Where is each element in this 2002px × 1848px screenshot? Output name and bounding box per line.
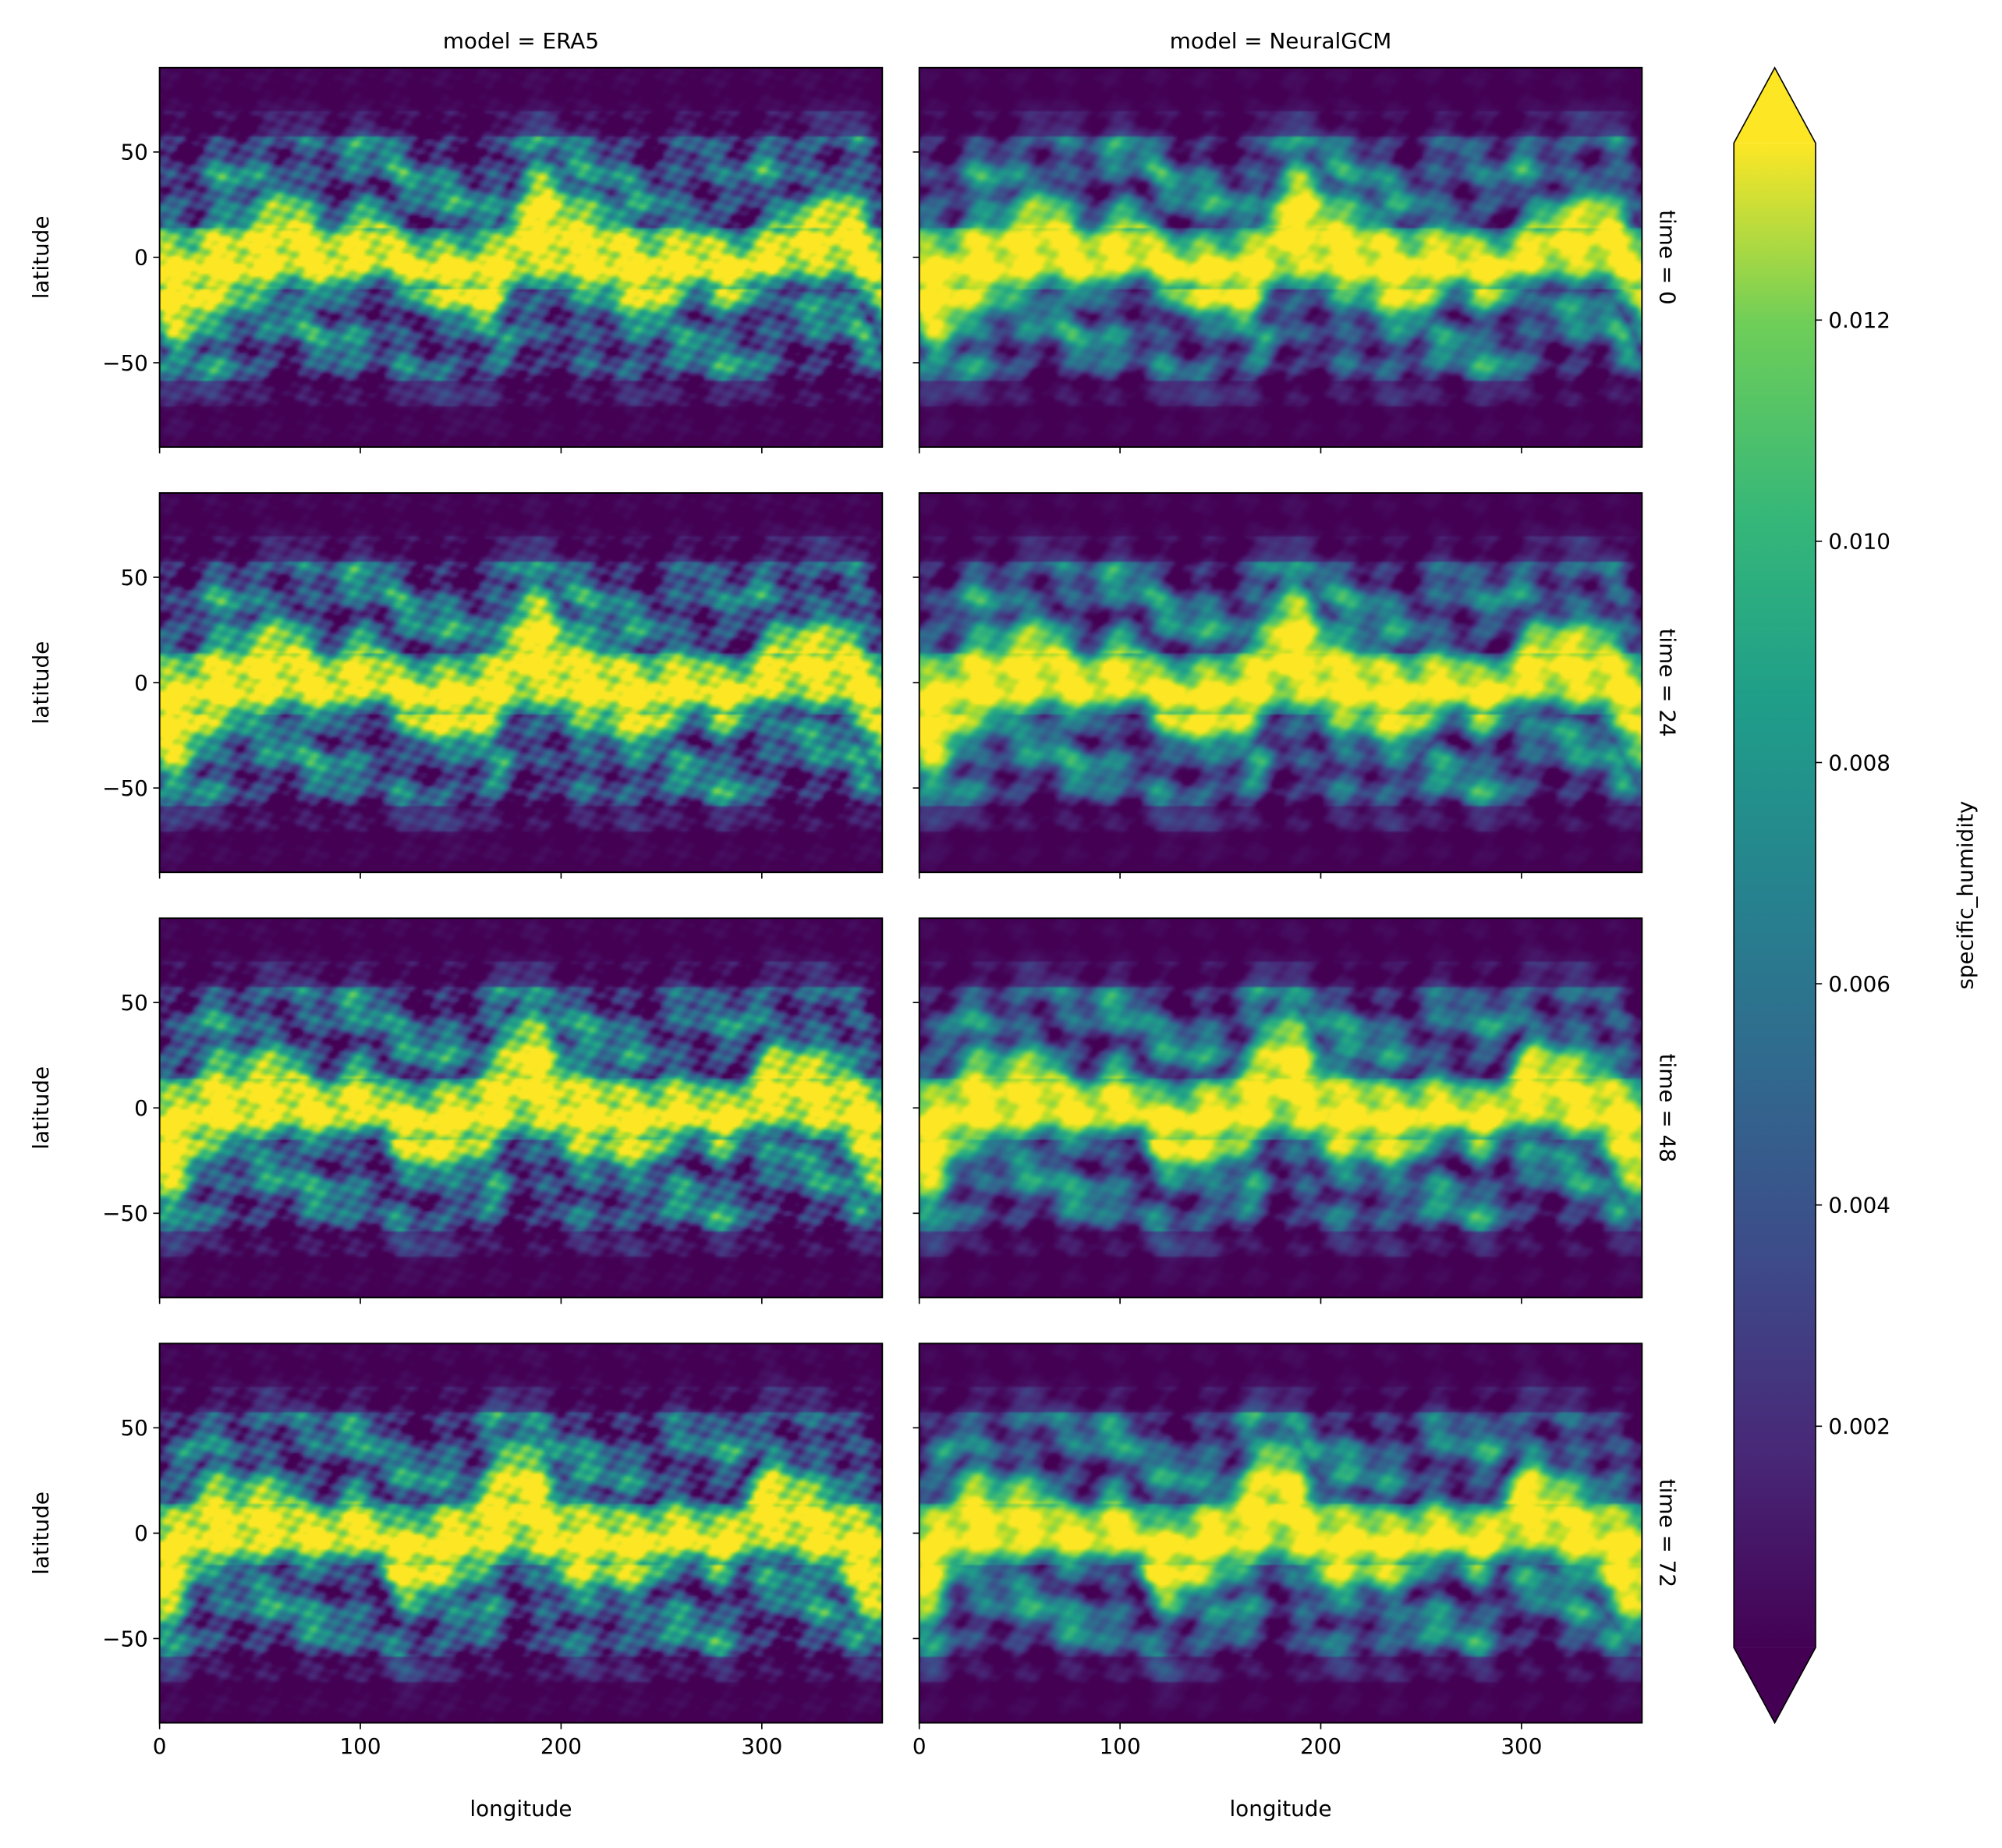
humidity-field <box>919 492 1642 873</box>
humidity-field <box>919 1343 1642 1723</box>
colorbar-extend-min <box>1734 1647 1816 1723</box>
humidity-field <box>919 918 1642 1298</box>
humidity-field <box>159 492 883 873</box>
x-axis-label: longitude <box>1229 1796 1331 1821</box>
y-tick-label: 50 <box>120 990 147 1016</box>
y-axis-label: latitude <box>28 216 54 300</box>
y-axis-label: latitude <box>28 1066 54 1150</box>
x-tick-label: 0 <box>153 1733 167 1759</box>
y-tick-label: 0 <box>134 670 148 696</box>
x-tick-label: 300 <box>741 1733 782 1759</box>
colorbar-tick-label: 0.002 <box>1828 1413 1890 1439</box>
y-tick-label: 0 <box>134 245 148 271</box>
x-axis-label: longitude <box>469 1796 572 1821</box>
colorbar-tick-label: 0.012 <box>1828 307 1890 333</box>
column-title: model = ERA5 <box>443 28 599 54</box>
humidity-field <box>919 67 1642 448</box>
row-title: time = 24 <box>1654 628 1680 736</box>
colorbar-tick-label: 0.006 <box>1828 971 1890 997</box>
heatmap-panel-r2-c1 <box>912 917 1643 1304</box>
x-tick-label: 0 <box>912 1733 927 1759</box>
x-tick-label: 200 <box>1300 1733 1341 1759</box>
column-title: model = NeuralGCM <box>1170 28 1391 54</box>
y-tick-label: 50 <box>120 1415 147 1441</box>
humidity-field <box>159 1343 883 1723</box>
y-tick-label: −50 <box>102 775 148 801</box>
heatmap-panel-r1-c0: 50 0 −50 latitude <box>28 491 884 879</box>
y-tick-label: 50 <box>120 140 147 165</box>
heatmap-panel-r3-c1: 0 100 200 300 longitude <box>912 1343 1643 1821</box>
colorbar-outline <box>1733 66 1816 1725</box>
y-tick-label: 50 <box>120 565 147 591</box>
humidity-field <box>159 67 883 448</box>
y-axis-label: latitude <box>28 1492 54 1575</box>
humidity-field <box>159 918 883 1298</box>
colorbar-tick-label: 0.004 <box>1828 1193 1890 1218</box>
x-tick-label: 100 <box>1100 1733 1141 1759</box>
y-tick-label: −50 <box>102 1201 148 1226</box>
heatmap-panel-r0-c0: 50 0 −50 latitude <box>28 66 884 454</box>
y-tick-label: 0 <box>134 1095 148 1121</box>
heatmap-panel-r3-c0: 50 0 −50 0 100 200 300 latitude longitude <box>28 1343 884 1821</box>
y-tick-label: −50 <box>102 350 148 376</box>
y-axis-label: latitude <box>28 641 54 725</box>
colorbar: 0.002 0.004 0.006 0.008 0.010 0.012 specific_h… <box>1733 66 1978 1725</box>
heatmap-panel-r1-c1 <box>912 491 1643 879</box>
row-title: time = 0 <box>1654 210 1680 305</box>
row-title: time = 48 <box>1654 1054 1680 1162</box>
y-tick-label: −50 <box>102 1626 148 1651</box>
colorbar-gradient <box>1734 143 1816 1648</box>
x-tick-label: 100 <box>339 1733 381 1759</box>
row-title: time = 72 <box>1654 1479 1680 1587</box>
heatmap-panel-r0-c1 <box>912 66 1643 454</box>
y-tick-label: 0 <box>134 1520 148 1546</box>
heatmap-panel-r2-c0: 50 0 −50 latitude <box>28 917 884 1304</box>
x-tick-label: 200 <box>540 1733 582 1759</box>
colorbar-label: specific_humidity <box>1952 801 1978 990</box>
colorbar-tick-label: 0.010 <box>1828 529 1890 555</box>
colorbar-extend-max <box>1734 67 1816 144</box>
x-tick-label: 300 <box>1501 1733 1542 1759</box>
colorbar-tick-label: 0.008 <box>1828 750 1890 775</box>
